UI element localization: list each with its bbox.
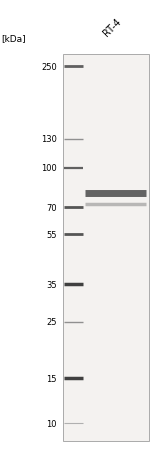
Text: [kDa]: [kDa]	[2, 34, 26, 43]
Text: RT-4: RT-4	[101, 17, 123, 39]
Text: 55: 55	[46, 230, 57, 239]
Text: 100: 100	[41, 164, 57, 173]
Text: 35: 35	[46, 280, 57, 289]
Text: 70: 70	[46, 203, 57, 212]
Text: 10: 10	[46, 419, 57, 428]
Text: 130: 130	[41, 135, 57, 144]
FancyBboxPatch shape	[63, 55, 148, 441]
Text: 15: 15	[46, 374, 57, 383]
Text: 25: 25	[46, 318, 57, 326]
Text: 250: 250	[41, 63, 57, 71]
